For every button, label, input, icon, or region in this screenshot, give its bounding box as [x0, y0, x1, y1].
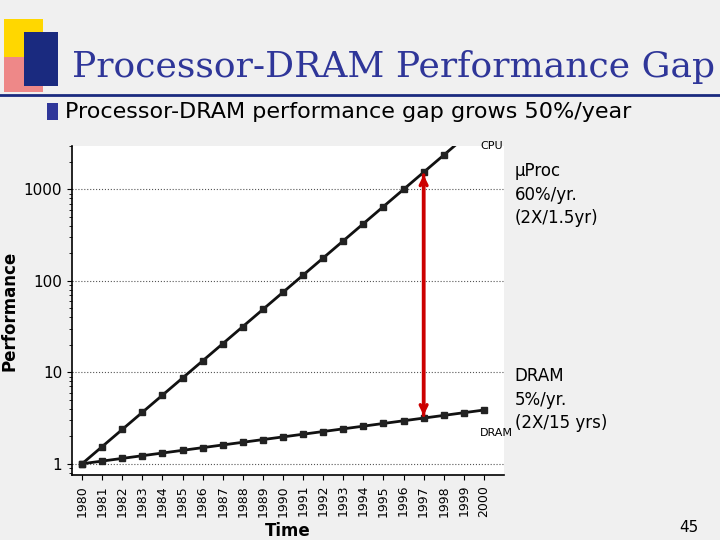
X-axis label: Time: Time	[265, 522, 311, 540]
Text: μProc
60%/yr.
(2X/1.5yr): μProc 60%/yr. (2X/1.5yr)	[515, 162, 598, 227]
Text: Processor-DRAM Performance Gap: Processor-DRAM Performance Gap	[72, 51, 715, 84]
Text: CPU: CPU	[480, 141, 503, 151]
Text: DRAM
5%/yr.
(2X/15 yrs): DRAM 5%/yr. (2X/15 yrs)	[515, 367, 607, 433]
Text: DRAM: DRAM	[480, 428, 513, 438]
Text: 45: 45	[679, 519, 698, 535]
Y-axis label: Performance: Performance	[0, 251, 18, 370]
Text: Processor-DRAM performance gap grows 50%/year: Processor-DRAM performance gap grows 50%…	[65, 102, 631, 122]
